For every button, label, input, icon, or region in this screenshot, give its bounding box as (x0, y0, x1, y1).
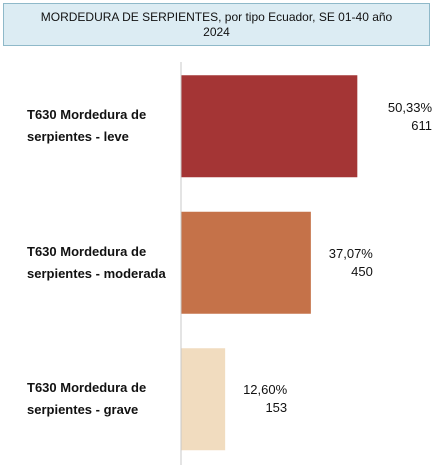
category-label: T630 Mordedura de serpientes - grave (27, 380, 147, 418)
bar (181, 348, 226, 451)
value-label: 450 (351, 263, 373, 279)
share-label: 37,07% (328, 245, 373, 261)
share-label: 50,33% (387, 100, 432, 116)
share-label: 12,60% (243, 382, 288, 398)
category-label: T630 Mordedura de serpientes - leve (27, 107, 147, 145)
bar (181, 75, 358, 178)
bar (181, 211, 311, 314)
value-label: 611 (411, 118, 432, 134)
category-label: T630 Mordedura de serpientes - moderada (27, 243, 166, 281)
chart-title: MORDEDURA DE SERPIENTES, por tipo Ecuado… (3, 3, 430, 46)
value-label: 153 (265, 400, 288, 416)
